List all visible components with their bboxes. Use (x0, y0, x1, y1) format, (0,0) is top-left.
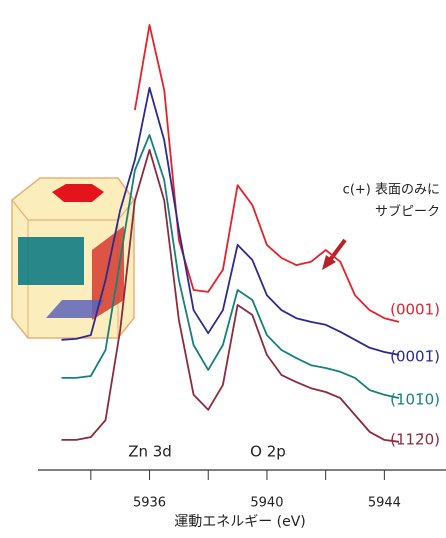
legend-label: (0001) (390, 301, 440, 319)
x-tick-label: 5940 (250, 496, 283, 511)
x-axis-label: 運動エネルギー (eV) (174, 514, 306, 530)
legend-label: (101̄0) (390, 391, 440, 409)
chart: 運動エネルギー (eV) 5936 5940 5944 (0001) (0001̄) (1… (0, 0, 446, 538)
annotation: c(+) 表面のみに (343, 183, 440, 198)
annotation: O 2p (250, 443, 286, 461)
crystal-illustration (12, 178, 134, 338)
annotation-arrow (330, 240, 345, 260)
annotation: サブピーク (375, 204, 440, 220)
legend-label: (0001̄) (390, 348, 440, 366)
annotation: Zn 3d (128, 443, 172, 461)
x-tick-label: 5936 (133, 496, 166, 511)
side-face (18, 237, 84, 285)
legend-label: (112̄0) (390, 431, 440, 449)
x-tick-label: 5944 (368, 496, 401, 511)
